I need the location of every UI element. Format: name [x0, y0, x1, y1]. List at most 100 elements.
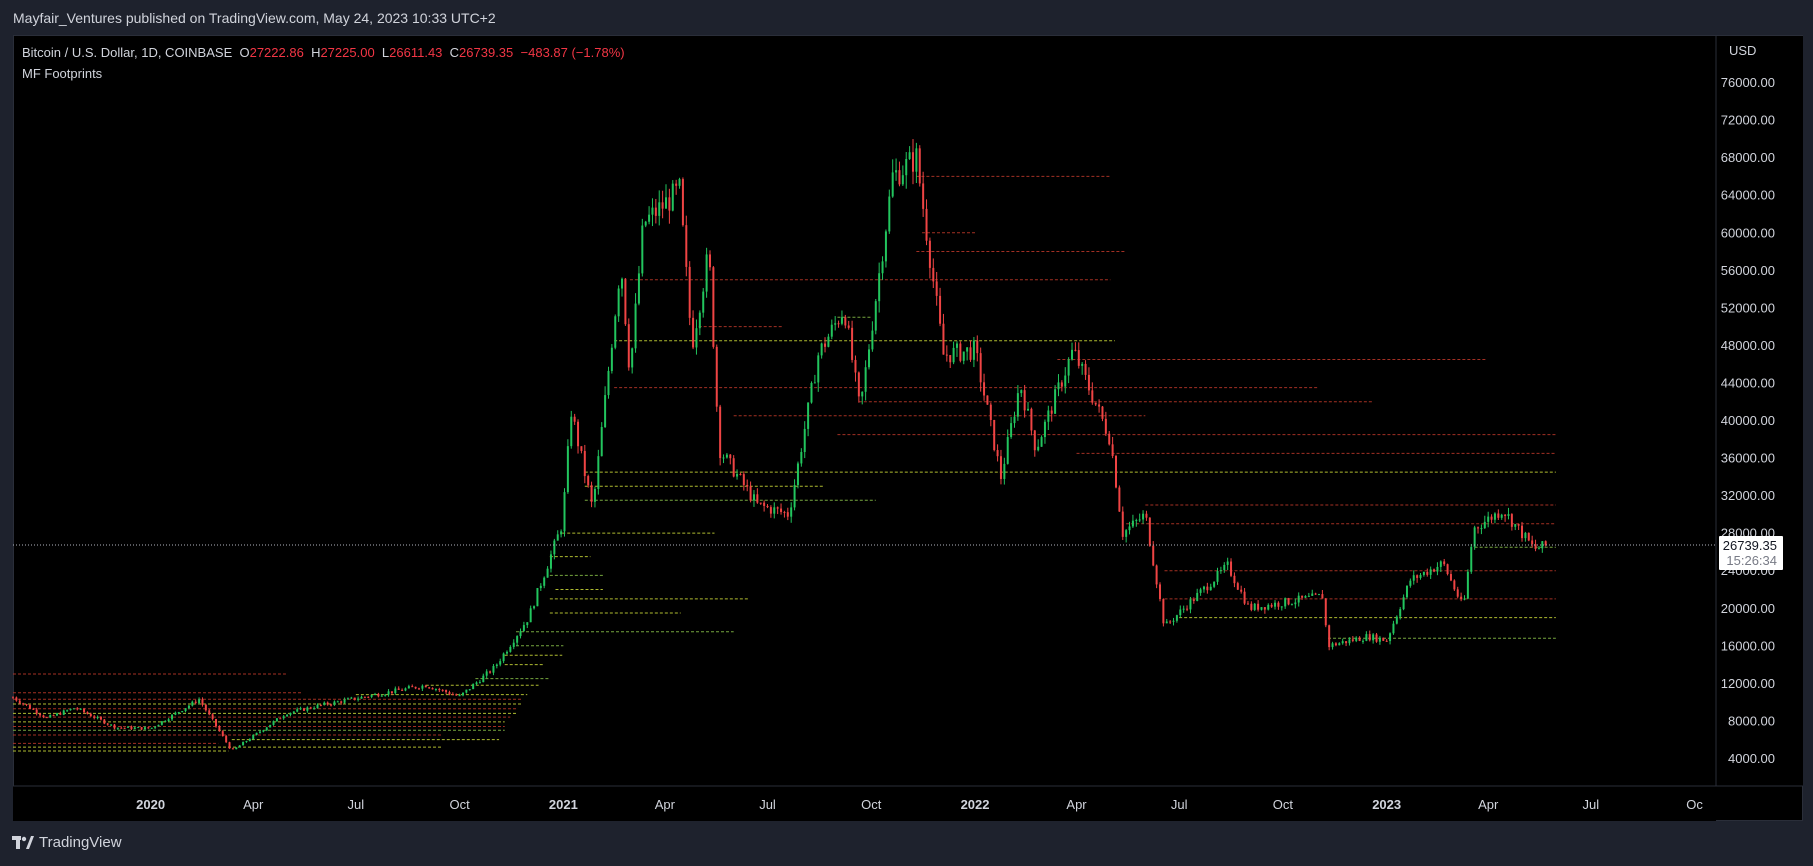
candle-body	[969, 347, 972, 360]
candle-body	[22, 703, 25, 705]
candle-body	[634, 303, 637, 349]
candle-body	[1050, 410, 1053, 414]
time-tick-label: Apr	[655, 797, 676, 812]
candle-body	[776, 507, 779, 509]
price-axis[interactable]: 76000.00 72000.00 68000.00 64000.00 60000.00…	[1716, 36, 1803, 786]
candle-body	[1456, 589, 1459, 597]
candle-body	[12, 697, 14, 699]
candle-body	[1060, 382, 1063, 387]
candle-body	[1531, 540, 1534, 545]
candle-body	[1429, 569, 1432, 575]
candle-body	[323, 702, 326, 705]
candle-body	[438, 689, 441, 691]
candle-body	[1392, 623, 1395, 634]
candle-body	[1318, 594, 1321, 596]
candle-body	[340, 701, 343, 703]
candle-body	[526, 622, 529, 626]
candle-body	[1226, 561, 1229, 565]
candle-body	[59, 713, 62, 715]
candle-body	[522, 625, 525, 632]
high-value: 27225.00	[320, 45, 375, 60]
candle-body	[86, 712, 89, 714]
candle-body	[1341, 641, 1344, 644]
publish-info: Mayfair_Ventures published on TradingVie…	[13, 10, 496, 26]
candle-body	[1223, 564, 1226, 571]
candle-body	[384, 694, 387, 696]
candle-body	[959, 343, 962, 361]
candle-body	[868, 349, 871, 368]
candle-body	[231, 748, 234, 750]
candle-body	[1412, 575, 1415, 581]
current-price-badge: 26739.35 15:26:34	[1719, 535, 1783, 570]
candle-body	[1131, 520, 1134, 527]
candle-body	[1199, 589, 1202, 593]
candle-body	[590, 485, 593, 502]
candle-body	[272, 721, 275, 725]
candle-body	[157, 724, 160, 727]
candle-body	[1405, 585, 1408, 598]
candle-body	[333, 701, 336, 705]
candle-body	[1541, 541, 1544, 549]
candle-body	[143, 727, 146, 730]
price-tick-label: 64000.00	[1721, 188, 1775, 203]
candle-body	[140, 727, 143, 730]
candle-body	[1524, 532, 1527, 539]
price-tick-label: 32000.00	[1721, 488, 1775, 503]
candle-body	[1284, 598, 1287, 607]
close-label: C	[449, 45, 460, 60]
candle-body	[1121, 511, 1124, 537]
indicator-name[interactable]: MF Footprints	[22, 66, 103, 81]
candle-body	[296, 709, 299, 712]
candle-body	[394, 688, 397, 694]
candle-body	[993, 419, 996, 451]
candle-body	[621, 278, 624, 289]
candle-body	[830, 324, 833, 337]
chart-frame[interactable]	[13, 35, 1803, 821]
candle-body	[482, 675, 485, 683]
candle-body	[99, 717, 102, 720]
candle-body	[445, 690, 448, 693]
candle-body	[668, 197, 671, 211]
change-value: −483.87 (−1.78%)	[520, 45, 625, 60]
open-label: O	[239, 45, 250, 60]
price-tick-label: 16000.00	[1721, 638, 1775, 653]
symbol-legend[interactable]: Bitcoin / U.S. Dollar, 1D, COINBASE O272…	[22, 45, 625, 60]
footprint-levels	[13, 175, 1556, 752]
candle-body	[1328, 625, 1331, 648]
candle-body	[516, 636, 519, 643]
candle-body	[1169, 621, 1172, 623]
candle-body	[563, 492, 566, 532]
candle-body	[1311, 593, 1314, 596]
candle-body	[492, 665, 495, 673]
candle-body	[1196, 592, 1199, 601]
candle-body	[543, 577, 546, 586]
candle-body	[654, 207, 657, 216]
candle-body	[194, 701, 197, 703]
candle-body	[32, 708, 35, 710]
candle-body	[661, 202, 664, 209]
candle-body	[1250, 603, 1253, 610]
tradingview-logo-icon	[12, 835, 34, 849]
candle-body	[211, 714, 214, 720]
candle-body	[374, 693, 377, 696]
time-axis[interactable]: 2020 Apr Jul Oct 2021 Apr Jul Oct 2022 Apr Jul Oct 2…	[13, 36, 1803, 821]
candle-body	[489, 671, 492, 673]
candle-body	[546, 568, 549, 578]
tradingview-logo[interactable]: TradingView	[12, 834, 122, 851]
candle-body	[1094, 402, 1097, 405]
candle-body	[939, 295, 942, 324]
candle-body	[1010, 423, 1013, 438]
candle-body	[911, 152, 914, 172]
candle-body	[1463, 598, 1466, 600]
candle-body	[184, 708, 187, 712]
candle-body	[275, 718, 278, 722]
candle-body	[66, 710, 69, 712]
candle-body	[915, 148, 918, 172]
candle-body	[279, 718, 282, 720]
candle-body	[411, 686, 414, 688]
candle-body	[306, 707, 309, 711]
candle-body	[113, 724, 116, 729]
candle-body	[918, 148, 921, 184]
candle-body	[1148, 517, 1151, 546]
